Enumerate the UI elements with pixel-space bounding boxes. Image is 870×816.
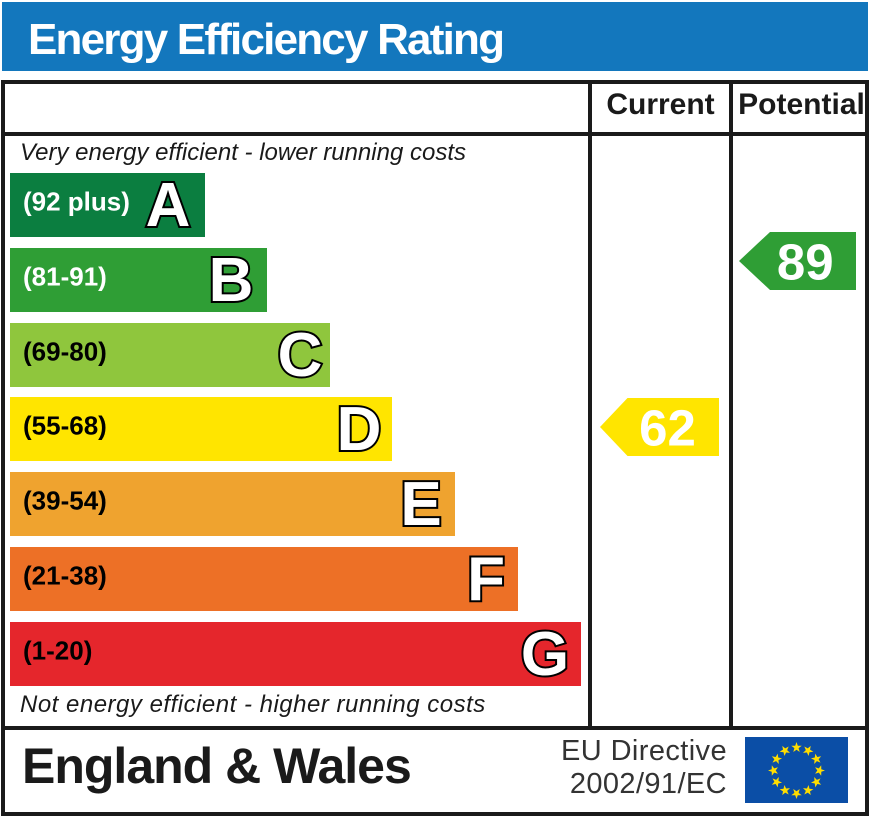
- svg-text:F: F: [467, 547, 505, 611]
- svg-text:A: A: [145, 173, 190, 237]
- svg-text:E: E: [400, 472, 441, 536]
- svg-text:G: G: [521, 622, 569, 686]
- svg-text:D: D: [336, 397, 381, 461]
- svg-text:C: C: [278, 323, 323, 387]
- svg-text:89: 89: [777, 234, 834, 290]
- svg-text:B: B: [209, 248, 254, 312]
- svg-text:62: 62: [639, 400, 696, 457]
